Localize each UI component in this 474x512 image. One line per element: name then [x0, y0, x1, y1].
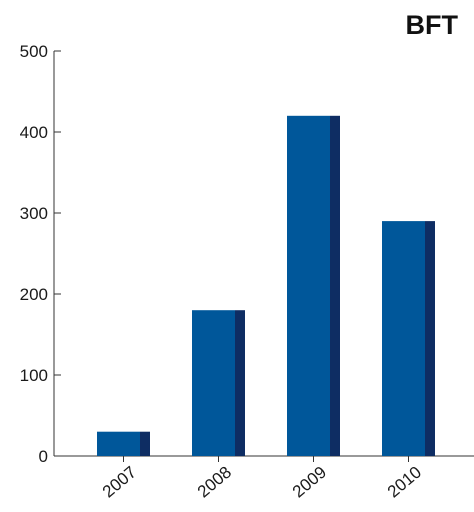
x-axis: 2007 2008 2009 2010: [54, 455, 474, 502]
bars: [97, 115, 435, 457]
y-tick-label: 300: [20, 204, 48, 223]
bar-side-2008: [235, 310, 245, 456]
y-tick-label: 200: [20, 285, 48, 304]
bar-2008: [192, 310, 235, 456]
bar-side-2009: [330, 115, 340, 457]
bar-2007: [97, 431, 140, 456]
bar-2010: [382, 221, 425, 456]
y-axis: 0 100 200 300 400 500: [20, 42, 61, 466]
y-tick-label: 500: [20, 42, 48, 61]
bar-side-2010: [425, 221, 435, 456]
bar-side-2007: [140, 431, 150, 456]
y-tick-label: 100: [20, 366, 48, 385]
y-tick-label: 0: [39, 447, 48, 466]
y-tick-label: 400: [20, 123, 48, 142]
x-tick-label: 2010: [384, 463, 425, 502]
bar-2009: [287, 115, 330, 457]
x-tick-label: 2009: [289, 463, 330, 502]
x-tick-label: 2007: [99, 463, 140, 502]
chart-title: BFT: [406, 10, 459, 40]
x-tick-label: 2008: [194, 463, 235, 502]
